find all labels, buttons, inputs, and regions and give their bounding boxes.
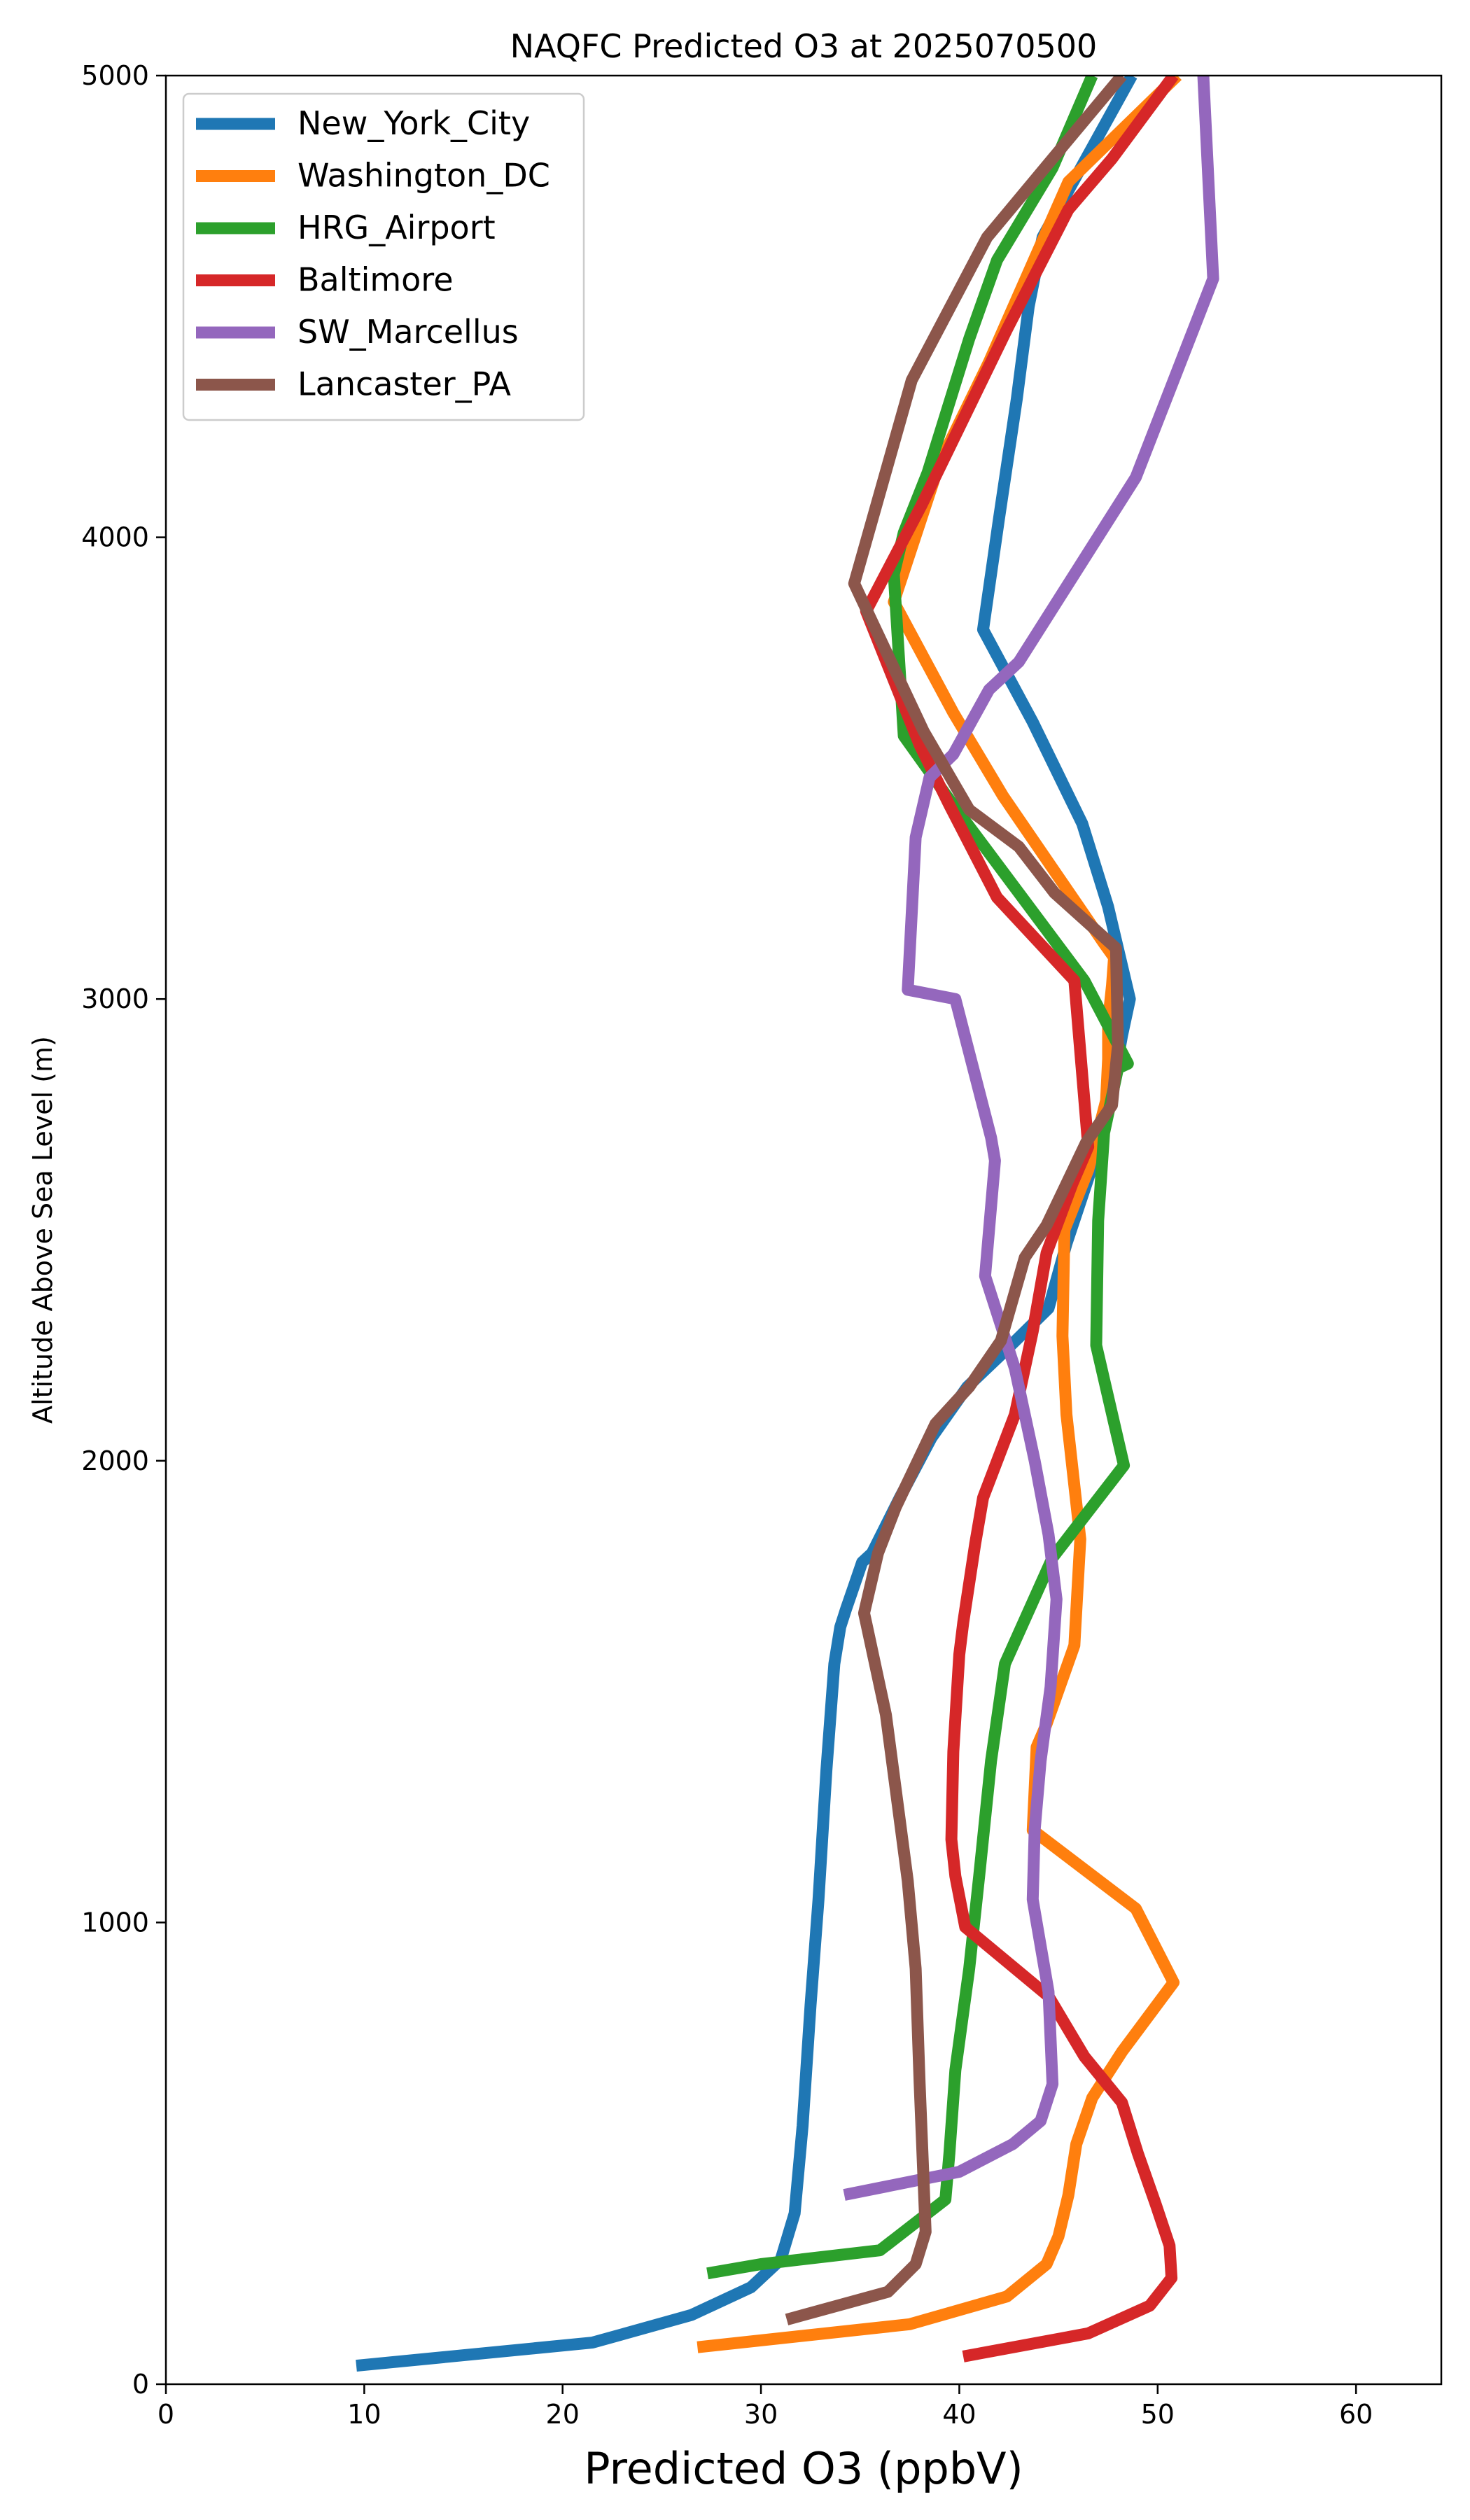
x-tick-label-40: 40 bbox=[942, 2399, 976, 2430]
legend-label-lancaster-pa: Lancaster_PA bbox=[298, 365, 511, 403]
y-tick-label-2000: 2000 bbox=[81, 1446, 149, 1476]
y-tick-label-5000: 5000 bbox=[81, 60, 149, 91]
y-axis-label: Altitude Above Sea Level (m) bbox=[27, 1036, 58, 1424]
series-line-sw-marcellus bbox=[843, 76, 1219, 2201]
series-layer bbox=[356, 76, 1219, 2372]
y-tick-label-1000: 1000 bbox=[81, 1907, 149, 1938]
legend-box bbox=[182, 92, 585, 421]
legend-label-sw-marcellus: SW_Marcellus bbox=[298, 313, 519, 351]
series-line-washington-dc bbox=[696, 76, 1182, 2353]
legend-label-hrg-airport: HRG_Airport bbox=[298, 209, 496, 246]
chart-title: NAQFC Predicted O3 at 2025070500 bbox=[510, 27, 1098, 65]
x-tick-label-10: 10 bbox=[347, 2399, 381, 2430]
series-line-hrg-airport bbox=[706, 76, 1134, 2280]
legend-label-new-york-city: New_York_City bbox=[298, 104, 530, 142]
y-axis: 0 1000 2000 3000 4000 5000 bbox=[81, 60, 166, 2400]
series-line-lancaster-pa bbox=[785, 76, 1127, 2325]
x-tick-label-30: 30 bbox=[744, 2399, 778, 2430]
x-axis-label: Predicted O3 (ppbV) bbox=[584, 2443, 1023, 2494]
legend-label-washington-dc: Washington_DC bbox=[298, 157, 550, 195]
x-axis: 0 10 20 30 40 50 60 bbox=[158, 2384, 1373, 2430]
legend: New_York_City Washington_DC HRG_Airport Bal… bbox=[182, 92, 585, 421]
y-tick-label-0: 0 bbox=[132, 2369, 149, 2400]
x-tick-label-20: 20 bbox=[546, 2399, 580, 2430]
legend-label-baltimore: Baltimore bbox=[298, 261, 454, 299]
plot-frame bbox=[164, 74, 1443, 2386]
x-tick-label-50: 50 bbox=[1141, 2399, 1175, 2430]
x-tick-label-0: 0 bbox=[158, 2399, 174, 2430]
x-tick-label-60: 60 bbox=[1339, 2399, 1373, 2430]
y-tick-label-4000: 4000 bbox=[81, 522, 149, 553]
y-tick-label-3000: 3000 bbox=[81, 983, 149, 1014]
